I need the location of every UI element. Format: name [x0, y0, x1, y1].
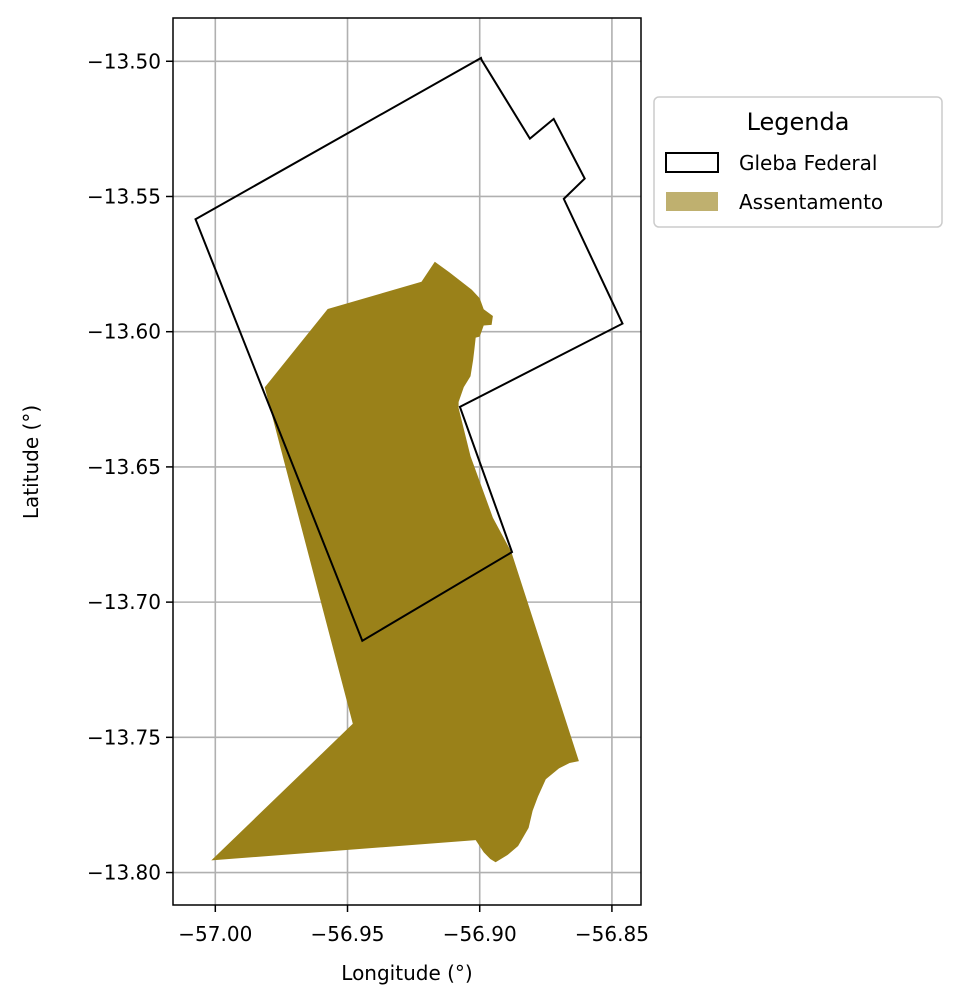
- x-axis-label: Longitude (°): [341, 961, 472, 985]
- y-tick-label: −13.80: [87, 861, 161, 885]
- legend-box: [653, 96, 943, 228]
- x-tick-label: −56.95: [311, 922, 385, 946]
- plot-frame: [172, 17, 642, 906]
- y-tick-label: −13.55: [87, 184, 161, 208]
- y-axis-label: Latitude (°): [19, 405, 43, 519]
- y-tick-label: −13.70: [87, 590, 161, 614]
- legend: Legenda Gleba Federal Assentamento: [653, 96, 943, 228]
- axis-ticks: −57.00 −56.95 −56.90 −56.85 −13.50 −13.55 −13.…: [87, 49, 649, 946]
- legend-swatch-gleba-federal: [665, 152, 719, 173]
- legend-label-assentamento: Assentamento: [739, 190, 883, 214]
- y-tick-label: −13.75: [87, 725, 161, 749]
- legend-label-gleba-federal: Gleba Federal: [739, 151, 877, 175]
- x-tick-label: −56.85: [575, 922, 649, 946]
- polygon-assentamento: [211, 261, 579, 863]
- x-tick-label: −56.90: [443, 922, 517, 946]
- y-tick-label: −13.60: [87, 320, 161, 344]
- polygon-gleba-federal: [194, 56, 624, 643]
- y-tick-label: −13.65: [87, 455, 161, 479]
- map-layers: [194, 56, 624, 863]
- y-tick-label: −13.50: [87, 49, 161, 73]
- x-tick-label: −57.00: [178, 922, 252, 946]
- legend-swatch-assentamento: [666, 192, 718, 211]
- legend-title: Legenda: [747, 108, 850, 136]
